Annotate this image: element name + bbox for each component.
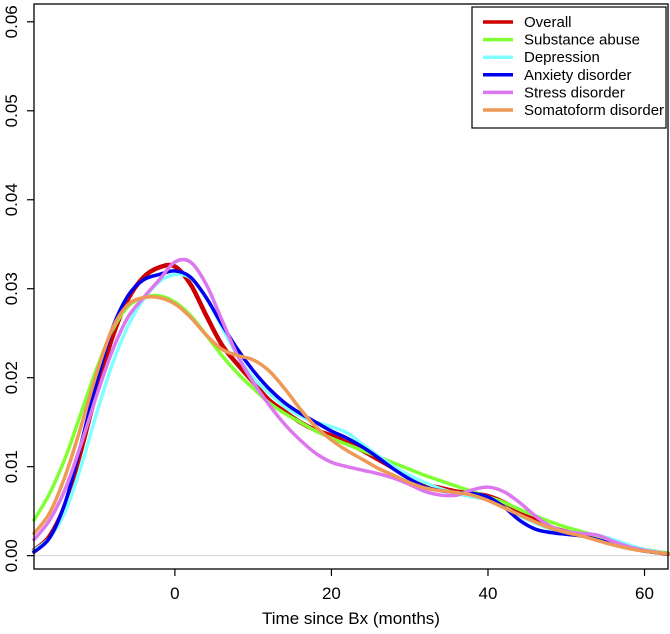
legend-box (471, 6, 667, 129)
x-tick-label: 20 (322, 584, 341, 603)
legend-label: Depression (524, 49, 600, 66)
y-tick-label: 0.02 (2, 361, 21, 394)
series-line-anxiety-disorder (32, 269, 670, 556)
legend-label: Overall (524, 14, 572, 31)
legend-label: Anxiety disorder (524, 67, 632, 84)
x-tick-label: 0 (170, 584, 179, 603)
x-axis: 0 20 40 60 (170, 569, 654, 603)
x-tick-label: 40 (479, 584, 498, 603)
series-line-overall (31, 262, 670, 557)
y-tick-label: 0.05 (2, 94, 21, 127)
y-tick-label: 0.00 (2, 539, 21, 572)
y-tick-label: 0.01 (2, 450, 21, 483)
legend-label: Substance abuse (524, 32, 640, 49)
series-line-somatoform-disorder (32, 295, 670, 556)
series-line-substance-abuse (32, 293, 670, 555)
legend-label: Somatoform disorder (524, 102, 664, 119)
x-tick-label: 60 (635, 584, 654, 603)
y-axis: 0.00 0.01 0.02 0.03 0.04 0.05 0.06 (2, 5, 34, 572)
x-axis-title: Time since Bx (months) (262, 609, 440, 628)
y-tick-label: 0.03 (2, 272, 21, 305)
y-tick-label: 0.06 (2, 5, 21, 38)
plot-frame (33, 3, 669, 570)
series-layer (31, 257, 670, 557)
y-tick-label: 0.04 (2, 183, 21, 216)
legend-label: Stress disorder (524, 84, 625, 101)
